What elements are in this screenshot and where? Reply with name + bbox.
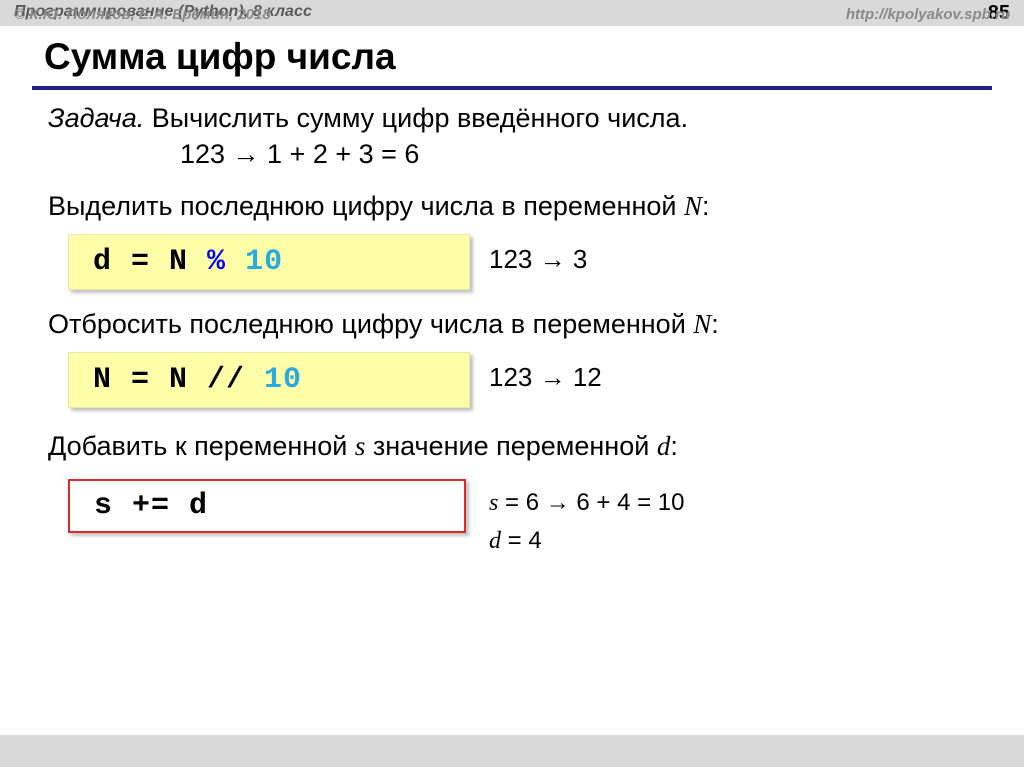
course-title: Программирование (Python), 8 класс [14, 3, 313, 20]
task-example: 123 → 1 + 2 + 3 = 6 [180, 139, 420, 169]
footer-copyright: © К.Ю. Поляков, Е.А. Ерёмин, 2018 [14, 6, 271, 23]
step-3-variable-s: s [354, 431, 366, 461]
step-3-note-rest-2: = 4 [501, 527, 542, 554]
footer-url[interactable]: http://kpolyakov.spb.ru [845, 6, 1010, 23]
code-1-seg-3: 10 [245, 245, 284, 279]
step-3-label-pre: Добавить к переменной [48, 431, 355, 461]
step-1-label: Выделить последнюю цифру числа в перемен… [48, 191, 710, 222]
code-block-3[interactable]: s += d [68, 479, 466, 533]
step-3-note-variable-d: d [489, 528, 501, 554]
step-1-label-post: : [701, 191, 710, 221]
task-statement: Задача. Вычислить сумму цифр введённого … [48, 103, 689, 134]
step-1-note: 123 → 3 [489, 244, 588, 274]
page-number: 85 [987, 2, 1010, 24]
step-3-label-mid: значение переменной [365, 431, 657, 461]
title-underline-rule [32, 86, 992, 90]
step-3-note-line-2: d = 4 [489, 527, 542, 555]
code-1-seg-0: d = N [93, 245, 208, 279]
slide-footer-bar [0, 735, 1024, 767]
step-3-note-rest-1: = 6 → 6 + 4 = 10 [498, 489, 685, 516]
step-1-label-pre: Выделить последнюю цифру числа в перемен… [48, 191, 684, 221]
step-2-variable: N [693, 309, 712, 339]
code-2-seg-0: N = N // [93, 363, 265, 397]
step-2-label-pre: Отбросить последнюю цифру числа в переме… [48, 309, 694, 339]
code-1-seg-1: % [207, 245, 227, 279]
step-3-note-variable-s: s [489, 490, 499, 516]
code-3-seg-0: s += d [94, 489, 209, 523]
task-text: Вычислить сумму цифр введённого числа. [144, 103, 689, 133]
step-3-label-post: : [670, 431, 678, 461]
code-2-seg-1: 10 [264, 363, 303, 397]
code-block-1[interactable]: d = N % 10 [68, 234, 470, 290]
page-title: Сумма цифр числа [44, 36, 396, 77]
task-label: Задача. [48, 103, 145, 133]
step-2-label: Отбросить последнюю цифру числа в переме… [48, 309, 719, 340]
code-block-2[interactable]: N = N // 10 [68, 352, 470, 408]
step-2-label-post: : [711, 309, 719, 339]
step-3-label: Добавить к переменной s значение перемен… [48, 431, 678, 462]
step-3-variable-d: d [656, 431, 671, 461]
step-1-variable: N [683, 191, 702, 221]
slide-header-bar [0, 0, 1024, 26]
step-3-note-line-1: s = 6 → 6 + 4 = 10 [489, 489, 684, 517]
code-1-seg-2 [226, 245, 245, 279]
step-2-note: 123 → 12 [489, 362, 602, 392]
